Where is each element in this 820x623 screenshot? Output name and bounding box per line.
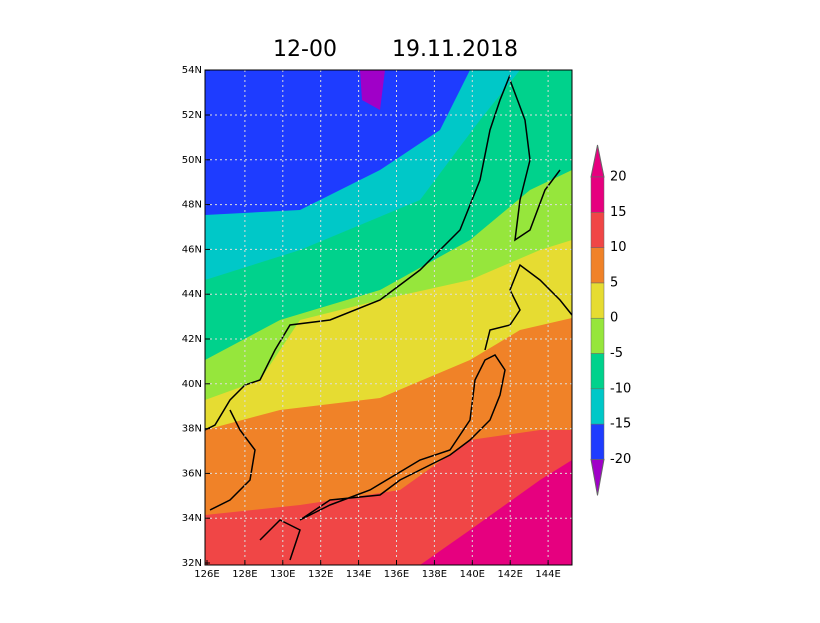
lat-label: 40N [182,379,202,390]
colorbar-label: 0 [610,311,618,326]
lat-label: 36N [182,468,202,479]
colorbar-segment [590,388,605,425]
map-frame [204,69,573,566]
colorbar-segment [590,247,605,284]
colorbar-segment [590,176,605,213]
lat-label: 48N [182,200,202,211]
lat-label: 52N [182,110,202,121]
colorbar-label: 10 [610,240,627,255]
colorbar-label: 5 [610,275,618,290]
lat-label: 32N [182,558,202,569]
lon-label: 144E [535,569,560,580]
colorbar-cap [590,458,605,496]
lat-label: 34N [182,513,202,524]
colorbar-label: 20 [610,170,627,185]
lon-label: 136E [384,569,409,580]
lon-label: 142E [497,569,522,580]
lat-label: 38N [182,424,202,435]
lon-label: 130E [270,569,295,580]
lon-label: 128E [232,569,257,580]
lat-label: 54N [182,65,202,76]
colorbar-segment [590,353,605,390]
title-time: 12-00 [273,37,337,62]
colorbar-cap [590,144,605,178]
lon-label: 134E [346,569,371,580]
lon-label: 126E [194,569,219,580]
title-date: 19.11.2018 [392,37,518,62]
lon-label: 140E [460,569,485,580]
lat-label: 44N [182,289,202,300]
colorbar-segment [590,317,605,354]
colorbar-segment [590,282,605,319]
colorbar-segment [590,423,605,460]
colorbar: -20 -15 -10 -5 0 5 10 15 20 [590,144,631,496]
colorbar-label: -20 [610,452,631,467]
lat-label: 46N [182,244,202,255]
colorbar-label: -5 [610,346,623,361]
colorbar-label: -10 [610,381,631,396]
lat-label: 50N [182,155,202,166]
lon-label: 132E [308,569,333,580]
temperature-field [205,70,572,565]
colorbar-label: 15 [610,205,627,220]
colorbar-label: -15 [610,417,631,432]
grid [205,70,572,565]
colorbar-segment [590,212,605,248]
lon-label: 138E [422,569,447,580]
lat-label: 42N [182,334,202,345]
